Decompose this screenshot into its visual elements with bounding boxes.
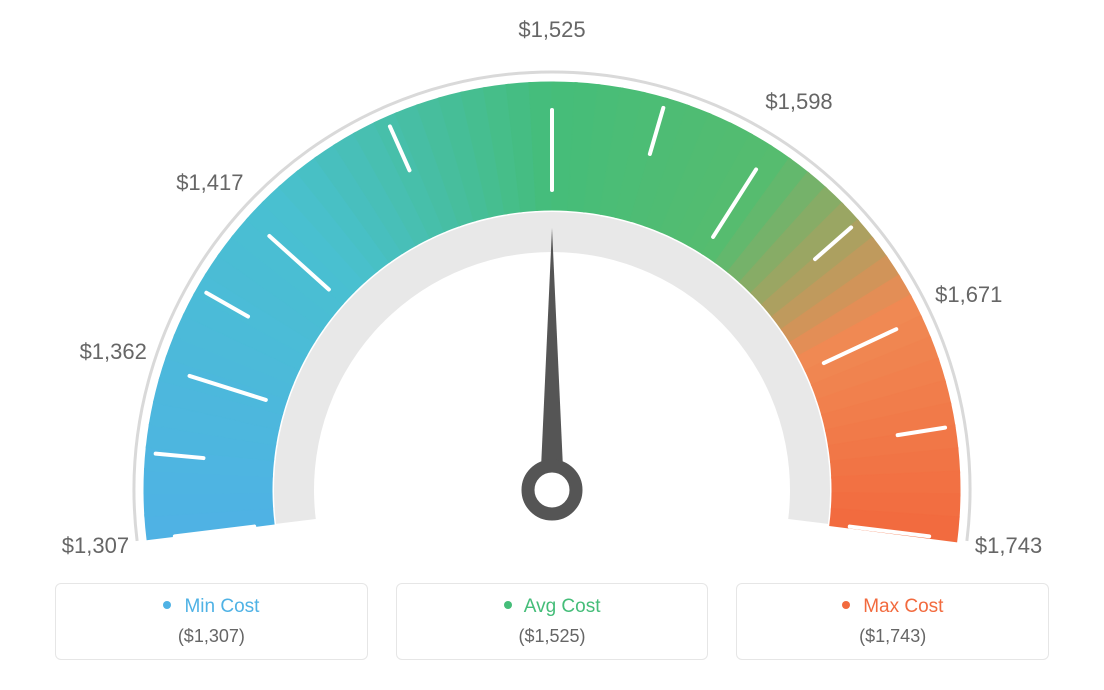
avg-cost-card: Avg Cost ($1,525) [396, 583, 709, 660]
min-cost-card: Min Cost ($1,307) [55, 583, 368, 660]
max-cost-label: Max Cost [863, 596, 943, 617]
gauge-tick-label: $1,362 [80, 339, 147, 365]
cost-summary-cards: Min Cost ($1,307) Avg Cost ($1,525) Max … [55, 583, 1049, 660]
gauge-tick-label: $1,307 [62, 533, 129, 559]
gauge-tick-label: $1,743 [975, 533, 1042, 559]
gauge-tick-label: $1,671 [935, 282, 1002, 308]
max-cost-dot-icon [842, 601, 850, 609]
min-cost-label: Min Cost [184, 596, 259, 617]
gauge-svg [0, 0, 1104, 560]
max-cost-value: ($1,743) [737, 626, 1048, 647]
cost-gauge: $1,307 $1,362 $1,417 $1,525 $1,598 $1,671 $1,7… [0, 0, 1104, 560]
avg-cost-value: ($1,525) [397, 626, 708, 647]
gauge-tick-label: $1,525 [518, 17, 585, 43]
gauge-tick-label: $1,598 [765, 89, 832, 115]
avg-cost-label: Avg Cost [524, 596, 601, 617]
min-cost-value: ($1,307) [56, 626, 367, 647]
avg-cost-header: Avg Cost [397, 596, 708, 618]
max-cost-card: Max Cost ($1,743) [736, 583, 1049, 660]
min-cost-header: Min Cost [56, 596, 367, 618]
avg-cost-dot-icon [504, 601, 512, 609]
min-cost-dot-icon [163, 601, 171, 609]
gauge-tick-label: $1,417 [176, 170, 243, 196]
max-cost-header: Max Cost [737, 596, 1048, 618]
